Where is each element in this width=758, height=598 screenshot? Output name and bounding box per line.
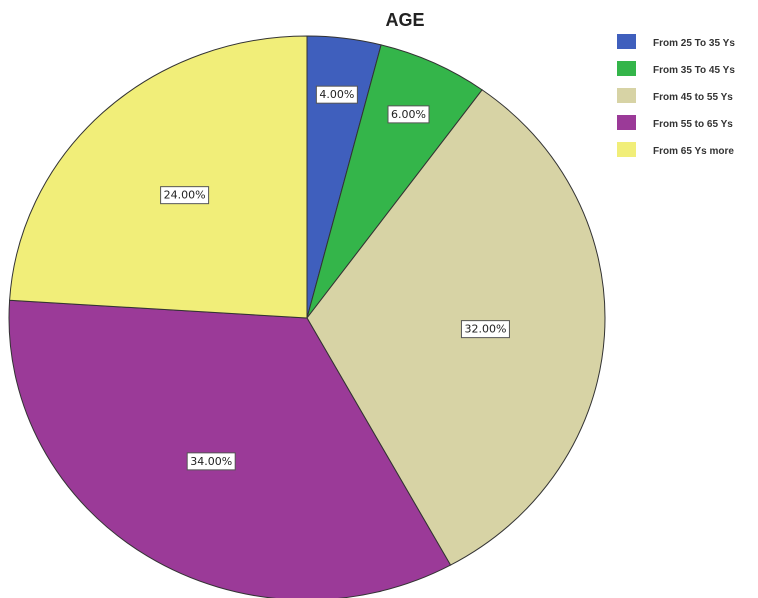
legend-swatch bbox=[617, 88, 636, 103]
pie-slice-from-65-ys-more bbox=[9, 35, 308, 319]
data-label-from-35-to-45-ys: 6.00% bbox=[387, 105, 430, 124]
data-label-from-55-to-65-ys: 34.00% bbox=[186, 452, 236, 471]
data-label-box bbox=[160, 186, 210, 205]
legend-label: From 35 To 45 Ys bbox=[653, 65, 735, 76]
data-label-from-65-ys-more: 24.00% bbox=[160, 186, 210, 205]
data-label-box bbox=[315, 85, 358, 104]
data-label-text: 6.00% bbox=[391, 108, 426, 121]
data-label-text: 4.00% bbox=[319, 88, 354, 101]
legend-label: From 45 to 55 Ys bbox=[653, 92, 733, 103]
data-label-box bbox=[460, 320, 510, 339]
legend-item-from-45-to-55-ys: From 45 to 55 Ys bbox=[617, 88, 733, 103]
data-label-from-25-to-35-ys: 4.00% bbox=[315, 85, 358, 104]
data-label-text: 34.00% bbox=[190, 455, 232, 468]
data-label-box bbox=[387, 105, 430, 124]
legend-item-from-55-to-65-ys: From 55 to 65 Ys bbox=[617, 115, 733, 130]
data-label-text: 32.00% bbox=[464, 323, 506, 336]
legend-swatch bbox=[617, 61, 636, 76]
legend-swatch bbox=[617, 142, 636, 157]
legend-swatch bbox=[617, 34, 636, 49]
legend-label: From 65 Ys more bbox=[653, 146, 734, 157]
legend-item-from-65-ys-more: From 65 Ys more bbox=[617, 142, 734, 157]
legend-item-from-25-to-35-ys: From 25 To 35 Ys bbox=[617, 34, 735, 49]
legend-label: From 55 to 65 Ys bbox=[653, 119, 733, 130]
legend-label: From 25 To 35 Ys bbox=[653, 38, 735, 49]
legend-item-from-35-to-45-ys: From 35 To 45 Ys bbox=[617, 61, 735, 76]
legend-swatch bbox=[617, 115, 636, 130]
chart-title: AGE bbox=[385, 10, 424, 30]
data-label-box bbox=[186, 452, 236, 471]
pie-slice-from-55-to-65-ys bbox=[8, 299, 452, 598]
data-label-text: 24.00% bbox=[164, 189, 206, 202]
data-label-from-45-to-55-ys: 32.00% bbox=[460, 320, 510, 339]
pie-slice-from-45-to-55-ys bbox=[306, 89, 606, 566]
